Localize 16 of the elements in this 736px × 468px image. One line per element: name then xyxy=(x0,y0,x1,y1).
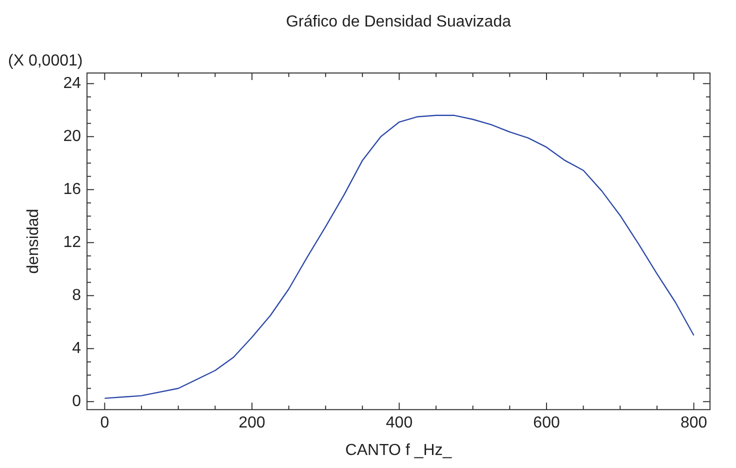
x-tick-label: 600 xyxy=(533,414,560,432)
x-axis-title: CANTO f _Hz_ xyxy=(345,442,453,459)
chart-title: Gráfico de Densidad Suavizada xyxy=(286,13,512,30)
x-tick-label: 0 xyxy=(100,414,110,432)
x-tick-label: 800 xyxy=(680,414,708,432)
y-tick-label: 12 xyxy=(63,234,82,252)
y-axis-title: densidad xyxy=(25,208,42,274)
y-tick-label: 24 xyxy=(63,75,82,92)
y-tick-label: 4 xyxy=(72,340,82,358)
y-tick-label: 8 xyxy=(72,287,82,304)
y-tick-label: 16 xyxy=(63,181,82,198)
x-tick-label: 200 xyxy=(238,414,266,432)
text: (X 0,0001) xyxy=(8,52,83,70)
y-tick-label: 20 xyxy=(63,128,82,146)
x-tick-label: 400 xyxy=(386,414,413,432)
y-tick-label: 0 xyxy=(72,393,82,410)
